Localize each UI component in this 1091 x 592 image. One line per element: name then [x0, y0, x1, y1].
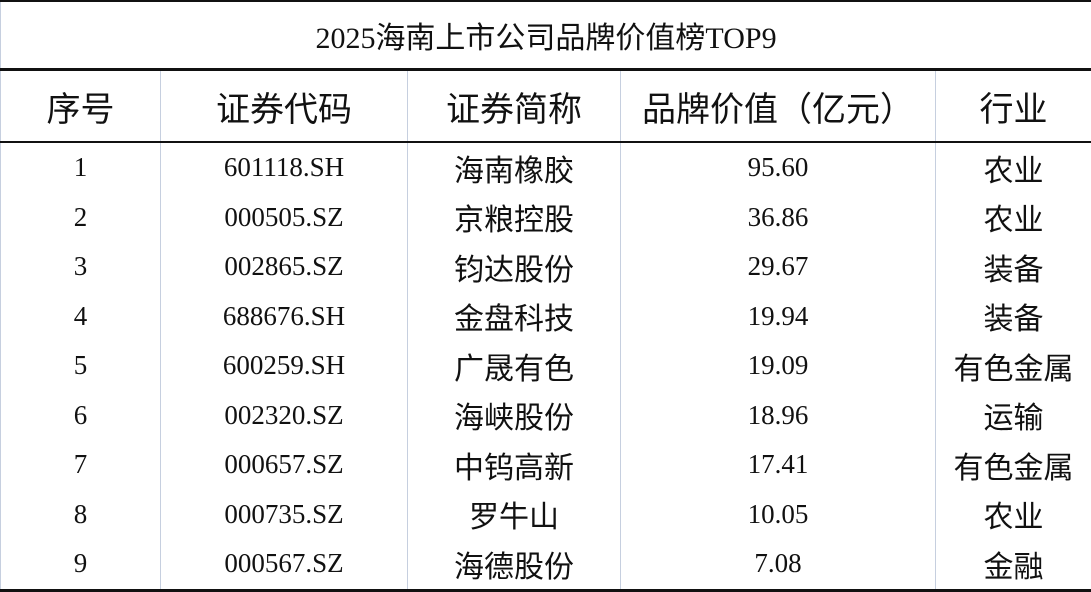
table-cell: 海南橡胶: [408, 142, 621, 193]
table-cell: 000735.SZ: [161, 490, 408, 540]
table-cell: 有色金属: [936, 341, 1091, 391]
table-cell: 装备: [936, 292, 1091, 342]
table-cell: 1: [1, 142, 161, 193]
table-cell: 京粮控股: [408, 193, 621, 243]
table-cell: 600259.SH: [161, 341, 408, 391]
table-cell: 中钨高新: [408, 440, 621, 490]
table-cell: 农业: [936, 193, 1091, 243]
table-cell: 36.86: [621, 193, 936, 243]
header-cell: 品牌价值（亿元）: [621, 70, 936, 143]
table-cell: 688676.SH: [161, 292, 408, 342]
header-cell: 证券简称: [408, 70, 621, 143]
table-cell: 002865.SZ: [161, 242, 408, 292]
table-cell: 17.41: [621, 440, 936, 490]
table-cell: 农业: [936, 142, 1091, 193]
table-cell: 19.94: [621, 292, 936, 342]
table-cell: 601118.SH: [161, 142, 408, 193]
header-cell: 行业: [936, 70, 1091, 143]
header-cell: 序号: [1, 70, 161, 143]
table-cell: 18.96: [621, 391, 936, 441]
table-cell: 6: [1, 391, 161, 441]
table-cell: 000657.SZ: [161, 440, 408, 490]
table-cell: 广晟有色: [408, 341, 621, 391]
title-row: 2025海南上市公司品牌价值榜TOP9: [1, 1, 1091, 70]
table-cell: 金盘科技: [408, 292, 621, 342]
table-cell: 19.09: [621, 341, 936, 391]
table-cell: 运输: [936, 391, 1091, 441]
table-cell: 7: [1, 440, 161, 490]
table-cell: 10.05: [621, 490, 936, 540]
table-cell: 8: [1, 490, 161, 540]
table-cell: 000505.SZ: [161, 193, 408, 243]
table-cell: 4: [1, 292, 161, 342]
table-cell: 罗牛山: [408, 490, 621, 540]
table-cell: 钧达股份: [408, 242, 621, 292]
table-cell: 9: [1, 539, 161, 590]
table-cell: 29.67: [621, 242, 936, 292]
table-cell: 海德股份: [408, 539, 621, 590]
table-cell: 农业: [936, 490, 1091, 540]
table-cell: 装备: [936, 242, 1091, 292]
table-cell: 5: [1, 341, 161, 391]
table-cell: 7.08: [621, 539, 936, 590]
header-cell: 证券代码: [161, 70, 408, 143]
table-cell: 金融: [936, 539, 1091, 590]
table-cell: 95.60: [621, 142, 936, 193]
table-cell: 3: [1, 242, 161, 292]
table-title: 2025海南上市公司品牌价值榜TOP9: [1, 1, 1091, 70]
table-cell: 2: [1, 193, 161, 243]
table-cell: 海峡股份: [408, 391, 621, 441]
header-row: 序号证券代码证券简称品牌价值（亿元）行业: [1, 70, 1091, 143]
table-cell: 000567.SZ: [161, 539, 408, 590]
table-cell: 002320.SZ: [161, 391, 408, 441]
table-cell: 有色金属: [936, 440, 1091, 490]
